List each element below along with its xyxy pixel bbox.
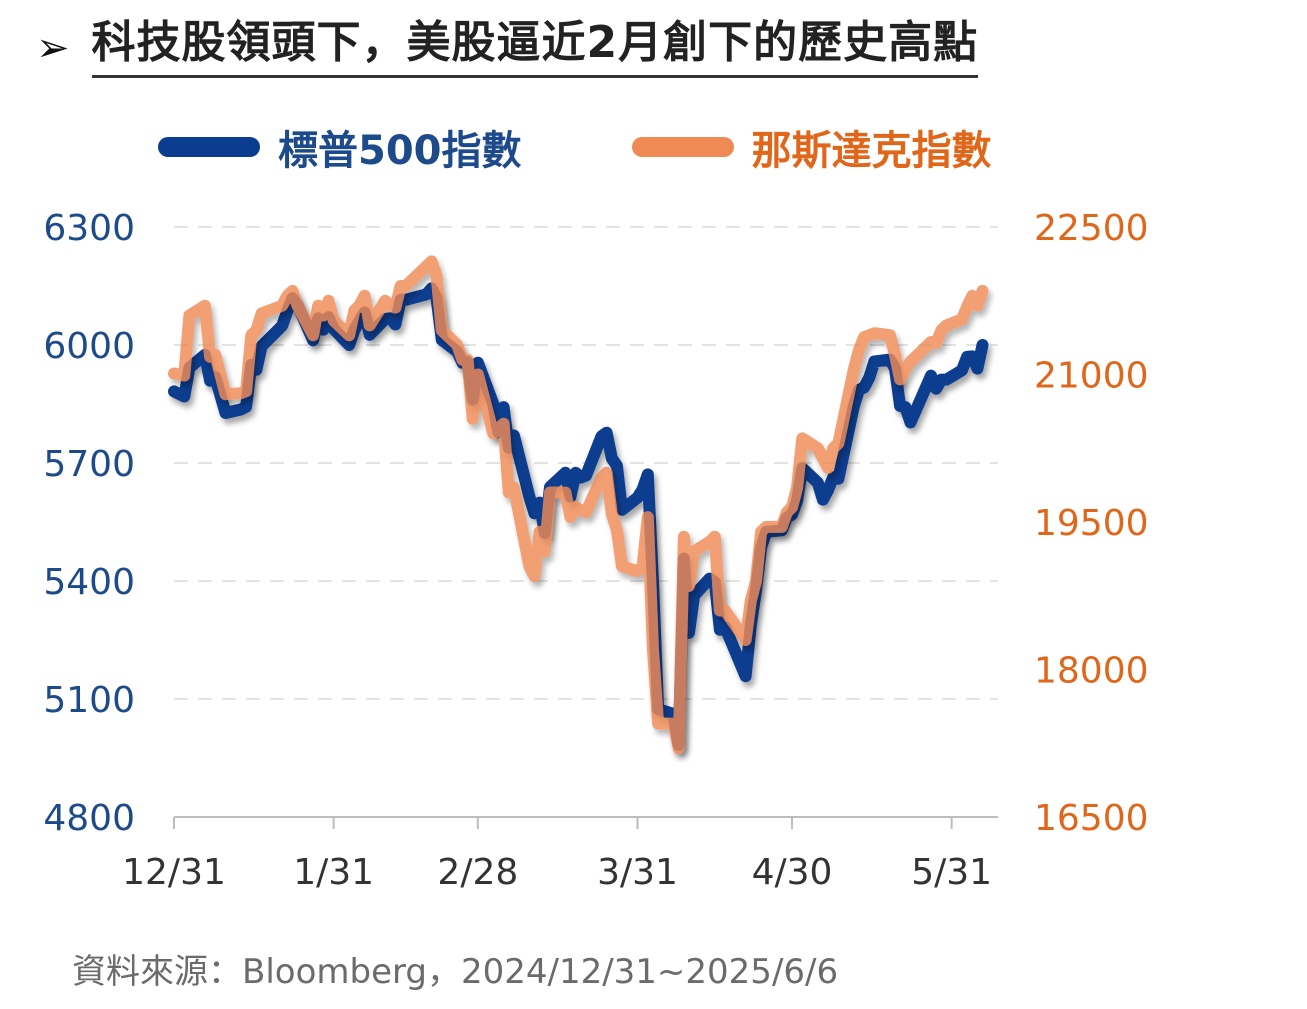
left-tick-label: 5400 (43, 562, 135, 603)
legend-swatch-sp500 (158, 137, 260, 157)
legend-label-nasdaq: 那斯達克指數 (751, 128, 992, 174)
x-tick-label: 3/31 (597, 852, 678, 893)
series-line-sp500 (168, 282, 989, 751)
right-axis-ticks: 22500 21000 19500 18000 16500 (1034, 208, 1149, 839)
left-tick-label: 5700 (43, 444, 135, 485)
series-line-nasdaq (168, 255, 989, 755)
right-tick-label: 16500 (1034, 798, 1149, 839)
legend: 標普500指數 那斯達克指數 (158, 118, 1102, 176)
legend-item-nasdaq: 那斯達克指數 (631, 118, 992, 176)
source-note: 資料來源：Bloomberg，2024/12/31~2025/6/6 (72, 952, 839, 992)
right-tick-label: 19500 (1034, 503, 1149, 544)
right-tick-label: 22500 (1034, 208, 1149, 249)
legend-item-sp500: 標普500指數 (158, 118, 522, 176)
x-tick-label: 4/30 (752, 852, 833, 893)
left-tick-label: 5100 (43, 680, 135, 721)
legend-swatch-nasdaq (631, 137, 734, 157)
left-tick-label: 4800 (43, 798, 135, 839)
left-axis-ticks: 6300 6000 5700 5400 5100 4800 (43, 208, 135, 839)
x-axis-ticks: 12/31 1/31 2/28 3/31 4/30 5/31 (122, 817, 992, 893)
page-title: 科技股領頭下，美股逼近2月創下的歷史高點 (91, 17, 979, 78)
x-tick-label: 5/31 (911, 852, 992, 893)
x-tick-label: 1/31 (293, 852, 374, 893)
x-tick-label: 12/31 (122, 852, 226, 893)
arrow-icon: ➢ (36, 24, 70, 71)
right-tick-label: 18000 (1034, 651, 1149, 692)
legend-label-sp500: 標普500指數 (278, 128, 522, 174)
right-tick-label: 21000 (1034, 356, 1149, 397)
left-tick-label: 6300 (43, 208, 135, 249)
left-tick-label: 6000 (43, 326, 135, 367)
x-tick-label: 2/28 (437, 852, 518, 893)
title-row: ➢ 科技股領頭下，美股逼近2月創下的歷史高點 (36, 17, 979, 78)
series-layer (168, 255, 989, 755)
